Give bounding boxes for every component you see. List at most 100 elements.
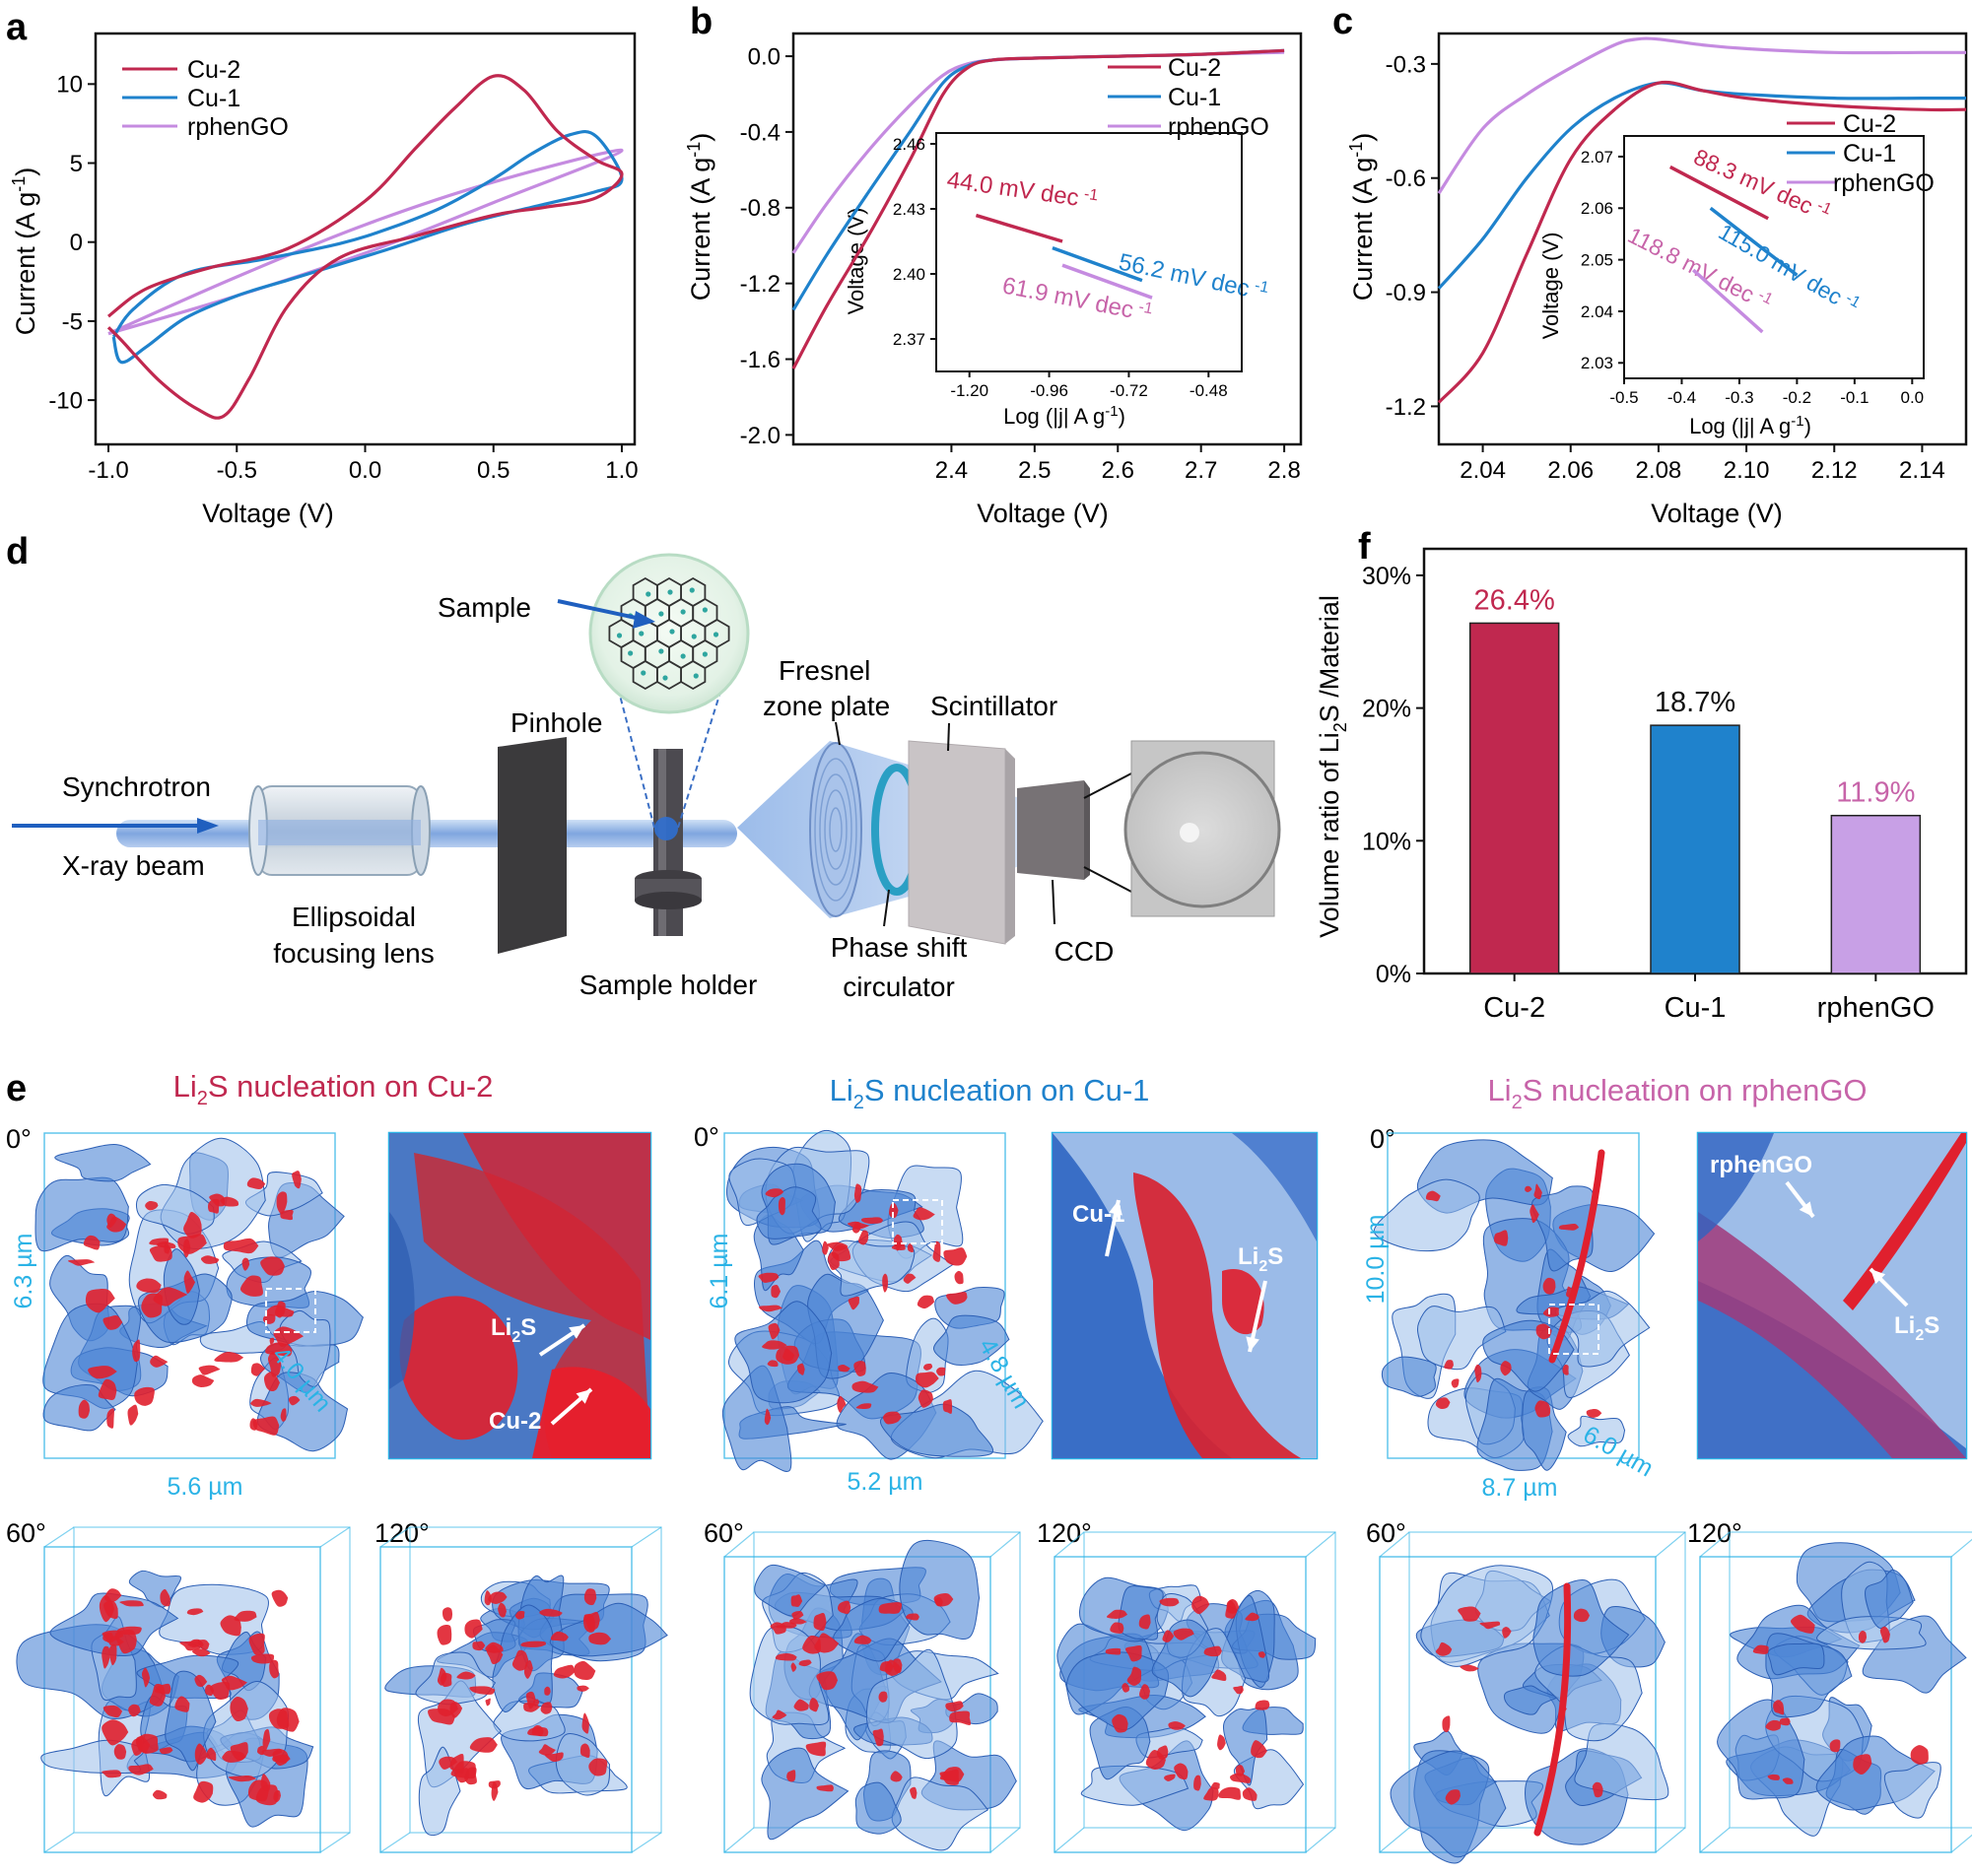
li2s-particle	[103, 1600, 118, 1619]
angle-0-cu1: 0°	[694, 1122, 719, 1152]
chart-b: Voltage (V) Current (A g-1) Cu-2 Cu-1 rp…	[684, 32, 1303, 528]
zoom-label-cu1: Cu-1	[1072, 1201, 1124, 1228]
chart-a-series-cu2	[106, 74, 624, 420]
angle-0-cu2: 0°	[6, 1124, 32, 1154]
chart-c-xtick-label: 2.12	[1811, 457, 1858, 484]
inset-c-line-rphengo	[1691, 268, 1764, 334]
li2s-particle	[1218, 1786, 1241, 1800]
chart-c: Voltage (V) Current (A g-1) Cu-2 Cu-1 rp…	[1346, 32, 1968, 528]
chart-b-ytick-label: -0.4	[740, 119, 781, 146]
li2s-particle	[442, 1607, 453, 1622]
substrate-blob	[761, 1747, 850, 1841]
substrate-blob	[555, 1733, 611, 1796]
li2s-particle	[102, 1770, 122, 1778]
chart-c-series-rphengo	[1437, 36, 1966, 195]
sample-particle	[667, 589, 673, 595]
substrate-blob	[880, 1403, 994, 1457]
substrate-blob	[933, 1314, 1010, 1366]
chart-a-legend: Cu-2 Cu-1 rphenGO	[122, 56, 289, 141]
li2s-particle	[847, 1221, 870, 1230]
substrate-blob	[1816, 1616, 1927, 1650]
bounding-box-edge	[1950, 1538, 1972, 1558]
inset-b-ytick-label: 2.37	[893, 330, 925, 349]
li2s-particle	[113, 1744, 127, 1760]
li2s-particle	[893, 1658, 903, 1674]
li2s-particle	[550, 1631, 569, 1642]
legend-label-cu1: Cu-1	[187, 85, 240, 112]
li2s-particle	[531, 1724, 544, 1737]
li2s-particle	[814, 1633, 840, 1653]
li2s-particle	[200, 1255, 220, 1264]
li2s-deposit	[463, 1133, 650, 1340]
li2s-particle	[1752, 1644, 1769, 1654]
li2s-particle	[1122, 1683, 1129, 1693]
li2s-particle	[174, 1696, 190, 1712]
li2s-particle	[439, 1756, 457, 1770]
li2s-particle	[127, 1404, 139, 1426]
li2s-particle	[1586, 1409, 1602, 1418]
li2s-particle	[1493, 1230, 1509, 1246]
bounding-box-edge	[631, 1526, 662, 1548]
li2s-particle	[770, 1622, 786, 1635]
inset-b-xtick-label: -0.96	[1030, 381, 1068, 400]
legend-label-cu2: Cu-2	[187, 56, 240, 84]
li2s-particle	[577, 1685, 589, 1692]
li2s-particle	[903, 1273, 917, 1284]
rphengo-sheet	[1698, 1212, 1966, 1458]
li2s-particle	[159, 1747, 173, 1755]
substrate-blob	[54, 1144, 152, 1182]
li2s-particle	[206, 1747, 217, 1762]
inset-b-ytick-label: 2.40	[893, 265, 925, 284]
li2s-particle	[860, 1217, 884, 1225]
label-pinhole: Pinhole	[510, 707, 602, 738]
li2s-particle	[889, 1202, 899, 1219]
li2s-particle	[574, 1660, 596, 1681]
inset-c-ytick-label: 2.03	[1581, 354, 1613, 372]
bar-rphengo	[1830, 814, 1922, 974]
li2s-particle	[1245, 1612, 1259, 1622]
li2s-particle	[1159, 1597, 1180, 1607]
li2s-particle	[194, 1743, 208, 1765]
label-phase-1: Phase shift	[831, 932, 968, 963]
li2s-particle	[853, 1635, 872, 1644]
ccd-leader-top	[1083, 772, 1132, 799]
li2s-particle	[1425, 1190, 1441, 1202]
li2s-particle	[1217, 1734, 1226, 1751]
zoom-region-marker	[892, 1199, 943, 1244]
li2s-particle	[150, 1355, 169, 1368]
li2s-particle	[265, 1305, 295, 1317]
bounding-box-edge	[1699, 1827, 1731, 1853]
li2s-particle	[954, 1270, 964, 1285]
li2s-particle	[194, 1674, 208, 1688]
li2s-particle	[260, 1774, 271, 1792]
substrate-blob	[1416, 1306, 1507, 1371]
bounding-box-front	[1054, 1556, 1307, 1853]
li2s-particle	[851, 1380, 879, 1393]
li2s-particle	[1203, 1787, 1219, 1801]
li2s-particle	[831, 1244, 851, 1262]
li2s-particle	[261, 1748, 283, 1757]
li2s-particle	[1258, 1651, 1266, 1658]
zoom-cu2	[387, 1131, 652, 1460]
chart-f-ytick-label: 30%	[1362, 563, 1411, 590]
inset-c-xtick-label: -0.2	[1783, 388, 1811, 407]
li2s-particle	[796, 1363, 805, 1375]
li2s-particle	[1191, 1595, 1210, 1615]
li2s-particle	[141, 1667, 151, 1688]
li2s-particle	[128, 1764, 154, 1776]
li2s-particle	[1105, 1647, 1122, 1655]
bar-value-cu1: 18.7%	[1655, 687, 1735, 718]
li2s-particle	[214, 1352, 244, 1363]
li2s-particle	[102, 1719, 129, 1746]
li2s-particle	[272, 1754, 291, 1764]
li2s-particle	[280, 1209, 294, 1221]
bar-cu1	[1650, 724, 1740, 974]
li2s-particle	[837, 1600, 851, 1614]
sample-particle	[628, 650, 634, 656]
li2s-particle	[221, 1675, 247, 1691]
substrate-blob	[49, 1592, 179, 1657]
bounding-box-edge	[319, 1832, 351, 1853]
li2s-particle	[1235, 1765, 1246, 1776]
chart-c-legend: Cu-2 Cu-1 rphenGO	[1787, 110, 1935, 197]
